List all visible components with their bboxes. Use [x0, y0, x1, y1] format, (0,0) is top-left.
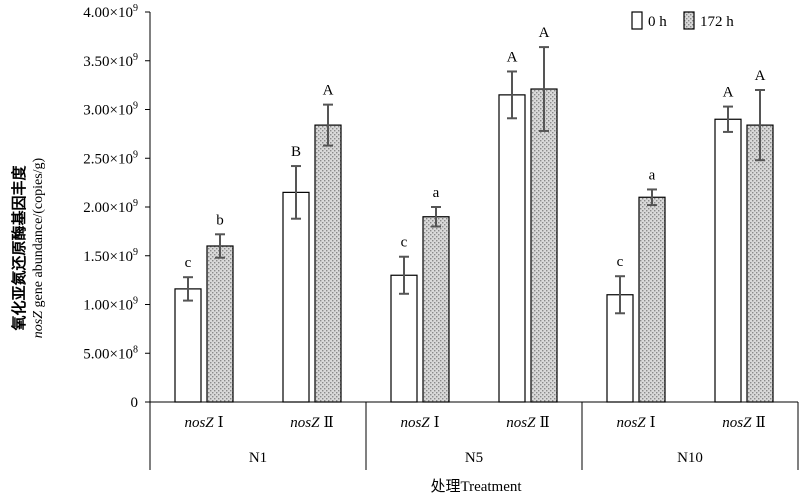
subgroup-label: nosZ Ⅰ — [400, 415, 439, 431]
y-tick-exponent: 9 — [133, 149, 138, 160]
y-tick-mantissa: 4.00×10 — [83, 5, 133, 21]
subgroup-roman: Ⅱ — [323, 415, 333, 431]
bar-0h — [714, 118, 742, 403]
y-tick-label: 1.00×109 — [83, 296, 138, 314]
y-tick-label: 3.50×109 — [83, 52, 138, 70]
significance-letter: A — [723, 85, 734, 101]
significance-letter: c — [185, 255, 192, 271]
legend-swatch-172h — [683, 11, 695, 30]
y-tick-label: 2.00×109 — [83, 198, 138, 216]
y-axis-title-zh: 氧化亚氮还原酶基因丰度 — [10, 165, 28, 332]
y-tick-mantissa: 1.00×10 — [83, 298, 133, 314]
bar-172h — [206, 245, 234, 403]
group-label: N10 — [677, 450, 703, 466]
y-tick-label: 5.00×108 — [83, 344, 138, 362]
subgroup-label: nosZ Ⅰ — [184, 415, 223, 431]
y-tick-exponent: 9 — [133, 52, 138, 63]
significance-letter: c — [617, 254, 624, 270]
y-axis-title-gene: nosZ — [31, 311, 46, 338]
bars-layer: c b B Ac a A Ac a A A — [174, 25, 774, 403]
y-tick-exponent: 9 — [133, 198, 138, 209]
bar-172h — [530, 88, 558, 403]
y-tick-exponent: 9 — [133, 3, 138, 14]
legend-swatch-0h — [631, 11, 643, 30]
group-label: N5 — [465, 450, 483, 466]
bar-172h — [638, 196, 666, 403]
group-label: N1 — [249, 450, 267, 466]
significance-letter: a — [433, 185, 440, 201]
significance-letter: B — [291, 144, 301, 160]
y-tick-mantissa: 5.00×10 — [83, 346, 133, 362]
y-tick-label: 1.50×109 — [83, 247, 138, 265]
significance-letter: b — [216, 212, 224, 228]
subgroup-label: nosZ Ⅱ — [722, 415, 765, 431]
bar-0h — [174, 288, 202, 403]
subgroup-gene: nosZ — [184, 415, 214, 431]
y-axis-title-rest: gene abundance/(copies/g) — [31, 157, 46, 310]
y-tick-mantissa: 2.50×10 — [83, 151, 133, 167]
y-axis-ticks: 05.00×1081.00×1091.50×1092.00×1092.50×10… — [83, 3, 151, 411]
significance-letter: c — [401, 235, 408, 251]
y-tick-exponent: 9 — [133, 101, 138, 112]
significance-letter: A — [539, 25, 550, 41]
bar-172h — [314, 124, 342, 403]
y-tick-exponent: 9 — [133, 296, 138, 307]
y-tick-label: 2.50×109 — [83, 149, 138, 167]
subgroup-roman: Ⅱ — [539, 415, 549, 431]
y-tick-exponent: 8 — [133, 344, 138, 355]
y-axis-title-en: nosZ gene abundance/(copies/g) — [31, 157, 46, 338]
subgroup-gene: nosZ — [400, 415, 430, 431]
subgroup-roman: Ⅰ — [650, 415, 656, 431]
bar-172h — [746, 124, 774, 403]
significance-letter: A — [323, 83, 334, 99]
subgroup-label: nosZ Ⅱ — [506, 415, 549, 431]
y-tick-label: 0 — [131, 395, 139, 411]
subgroup-label: nosZ Ⅰ — [616, 415, 655, 431]
y-tick-mantissa: 3.00×10 — [83, 103, 133, 119]
subgroup-roman: Ⅰ — [218, 415, 224, 431]
subgroup-roman: Ⅰ — [434, 415, 440, 431]
legend-label-0h: 0 h — [648, 14, 667, 30]
subgroup-gene: nosZ — [506, 415, 536, 431]
y-tick-mantissa: 0 — [131, 395, 139, 411]
subgroup-gene: nosZ — [722, 415, 752, 431]
subgroup-label: nosZ Ⅱ — [290, 415, 333, 431]
legend: 0 h 172 h — [631, 11, 734, 30]
significance-letter: A — [755, 68, 766, 84]
y-tick-mantissa: 2.00×10 — [83, 200, 133, 216]
y-tick-exponent: 9 — [133, 247, 138, 258]
x-axis-title: 处理Treatment — [430, 478, 522, 495]
y-tick-mantissa: 1.50×10 — [83, 249, 133, 265]
bar-172h — [422, 216, 450, 403]
bar-0h — [282, 191, 310, 403]
subgroup-gene: nosZ — [616, 415, 646, 431]
bar-0h — [498, 94, 526, 403]
significance-letter: A — [507, 49, 518, 65]
subgroup-roman: Ⅱ — [755, 415, 765, 431]
subgroup-gene: nosZ — [290, 415, 320, 431]
legend-label-172h: 172 h — [700, 14, 734, 30]
y-tick-label: 3.00×109 — [83, 101, 138, 119]
y-axis-title-group: 氧化亚氮还原酶基因丰度 nosZ gene abundance/(copies/… — [10, 157, 46, 338]
y-tick-mantissa: 3.50×10 — [83, 54, 133, 70]
significance-letter: a — [649, 167, 656, 183]
y-tick-label: 4.00×109 — [83, 3, 138, 21]
